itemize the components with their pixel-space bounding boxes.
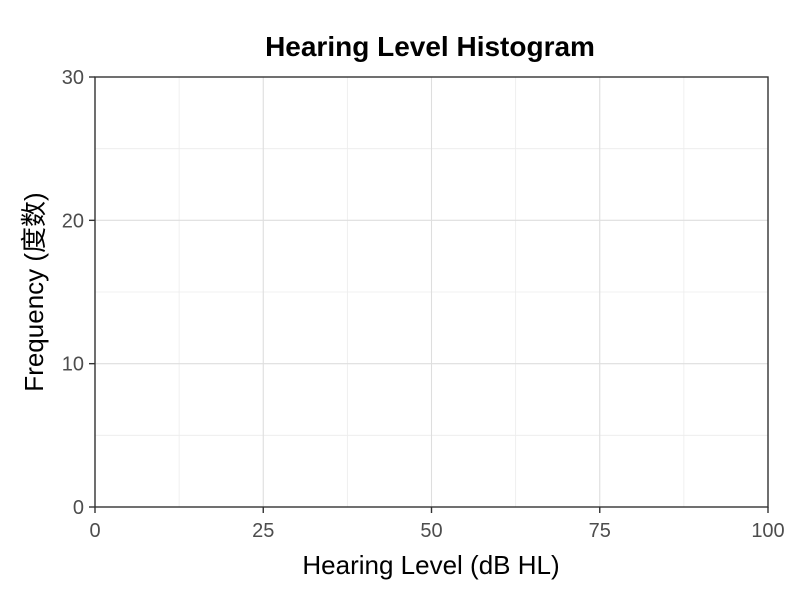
y-tick-label: 10 xyxy=(62,354,84,376)
x-tick-label: 75 xyxy=(589,520,611,542)
x-tick-label: 50 xyxy=(420,520,442,542)
y-axis-label: Frequency (度数) xyxy=(19,192,49,391)
y-tick-label: 20 xyxy=(62,210,84,232)
x-tick-label: 0 xyxy=(89,520,100,542)
x-axis-ticks: 0 25 50 75 100 xyxy=(89,507,785,542)
x-tick-label: 25 xyxy=(252,520,274,542)
chart-title: Hearing Level Histogram xyxy=(265,31,595,62)
y-tick-label: 30 xyxy=(62,67,84,89)
x-tick-label: 100 xyxy=(751,520,784,542)
y-tick-label: 0 xyxy=(73,497,84,519)
x-axis-label: Hearing Level (dB HL) xyxy=(302,550,559,580)
y-axis-ticks: 0 10 20 30 xyxy=(62,67,95,519)
